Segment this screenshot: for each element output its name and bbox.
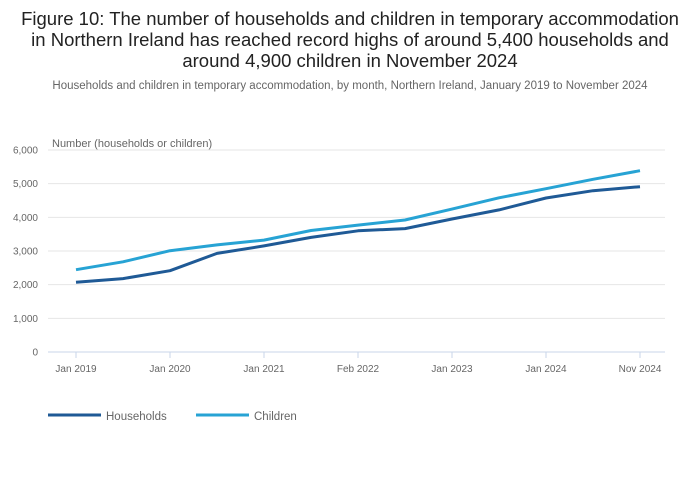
legend-label: Households — [106, 411, 167, 423]
x-tick-label: Jan 2021 — [243, 364, 285, 375]
x-tick-label: Jan 2024 — [525, 364, 567, 375]
x-tick-label: Jan 2023 — [431, 364, 473, 375]
x-tick-label: Jan 2020 — [149, 364, 191, 375]
x-tick-label: Nov 2024 — [619, 364, 662, 375]
chart-subtitle: Households and children in temporary acc… — [52, 80, 648, 92]
y-tick-label: 6,000 — [13, 146, 38, 157]
y-tick-label: 0 — [32, 348, 38, 359]
chart-header: Figure 10: The number of households and … — [0, 0, 700, 93]
series-line-households — [75, 185, 641, 284]
x-tick-label: Feb 2022 — [337, 364, 380, 375]
y-axis-label: Number (households or children) — [52, 138, 212, 150]
series-line-children — [75, 169, 641, 272]
y-tick-label: 4,000 — [13, 213, 38, 224]
y-tick-label: 1,000 — [13, 314, 38, 325]
y-tick-label: 3,000 — [13, 247, 38, 258]
y-tick-label: 5,000 — [13, 179, 38, 190]
x-tick-label: Jan 2019 — [55, 364, 97, 375]
legend-label: Children — [254, 411, 297, 423]
chart-title: Figure 10: The number of households and … — [21, 8, 679, 71]
y-tick-label: 2,000 — [13, 280, 38, 291]
